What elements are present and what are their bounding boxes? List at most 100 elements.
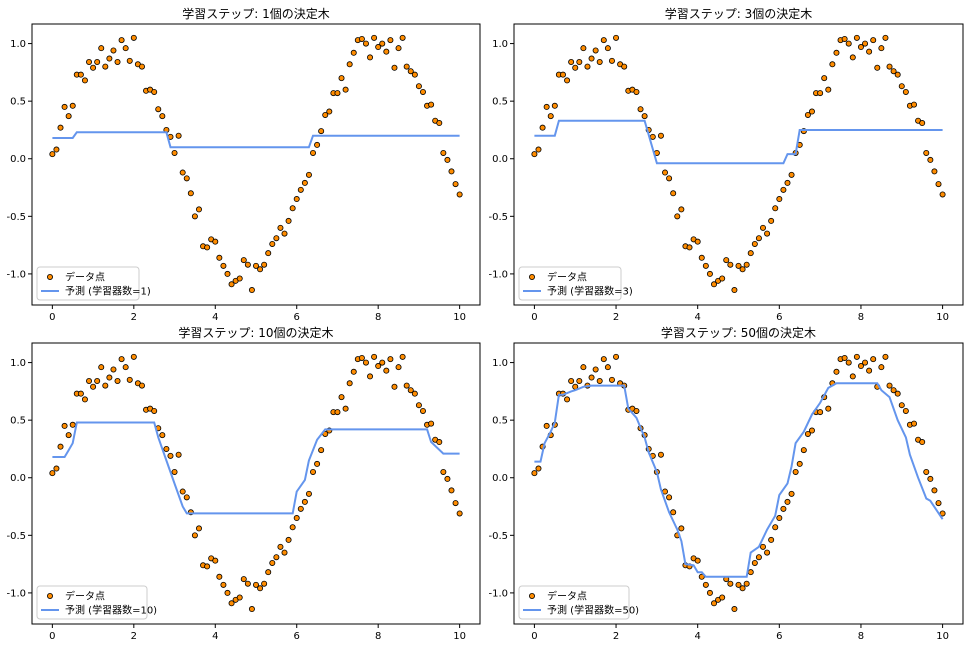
data-point [383, 48, 390, 55]
y-tick-label: 0.0 [492, 154, 508, 165]
data-point [293, 515, 300, 522]
data-point [391, 64, 398, 71]
data-point [204, 563, 211, 570]
data-point [98, 45, 105, 52]
data-point [698, 254, 705, 261]
x-tick-label: 0 [531, 631, 537, 642]
data-point [346, 61, 353, 68]
plot-area: 0 2 4 6 8 10 -1.0 -0.5 0.0 0.5 1.0 [488, 342, 964, 642]
data-point [735, 262, 742, 269]
data-point [297, 505, 304, 512]
data-point [399, 34, 406, 41]
legend-label-scatter: データ点 [547, 590, 587, 603]
x-tick-label: 10 [453, 312, 466, 323]
data-point [719, 275, 726, 282]
data-point [772, 205, 779, 212]
x-tick-label: 6 [776, 631, 782, 642]
data-point [666, 494, 673, 501]
data-point [342, 86, 349, 93]
data-point [318, 128, 325, 135]
data-point [600, 37, 607, 44]
legend-label-line: 予測 (学習器数=3) [547, 285, 633, 298]
data-point [216, 573, 223, 580]
data-point [576, 378, 583, 385]
data-point [706, 589, 713, 596]
data-point [694, 238, 701, 245]
data-point [894, 71, 901, 78]
legend-marker-scatter [47, 273, 54, 280]
data-point [228, 600, 235, 607]
data-point [171, 468, 178, 475]
data-point [399, 353, 406, 360]
data-point [375, 363, 382, 370]
data-point [49, 151, 56, 158]
data-point [739, 585, 746, 592]
data-point [711, 281, 718, 288]
data-point [759, 224, 766, 231]
data-point [698, 573, 705, 580]
data-point [90, 64, 97, 71]
data-point [804, 430, 811, 437]
data-point [755, 235, 762, 242]
y-tick-label: 1.0 [10, 358, 26, 369]
data-point [592, 47, 599, 54]
data-point [448, 168, 455, 175]
data-point [800, 447, 807, 454]
data-point [886, 382, 893, 389]
data-point [118, 356, 125, 363]
data-point [862, 359, 869, 366]
data-point [114, 59, 121, 66]
data-point [576, 59, 583, 66]
data-point [269, 240, 276, 247]
prediction-line [534, 119, 943, 165]
data-point [379, 40, 386, 47]
data-point [257, 266, 264, 273]
data-point [289, 524, 296, 531]
legend-box [36, 266, 140, 301]
data-point [878, 45, 885, 52]
data-point [228, 281, 235, 288]
legend-box [518, 266, 622, 301]
data-point [649, 133, 656, 140]
data-point [159, 113, 166, 120]
data-point [155, 106, 162, 113]
subplot-10-trees: 学習ステップ: 10個の決定木 0 2 4 6 8 10 -1.0 -0.5 0.0 0.5 1.0… [6, 325, 481, 642]
data-point [252, 262, 259, 269]
data-point [224, 589, 231, 596]
data-point [395, 364, 402, 371]
data-point [927, 475, 934, 482]
x-tick-label: 4 [694, 631, 700, 642]
data-point [898, 83, 905, 90]
data-point [923, 149, 930, 156]
data-point [894, 390, 901, 397]
data-point [367, 373, 374, 380]
data-point [853, 353, 860, 360]
data-point [841, 354, 848, 361]
data-point [452, 181, 459, 188]
legend-marker-scatter [529, 273, 536, 280]
data-point [90, 383, 97, 390]
data-point [531, 151, 538, 158]
data-point [776, 196, 783, 203]
y-tick-label: 1.0 [492, 39, 508, 50]
data-point [829, 61, 836, 68]
plot-area: 0 2 4 6 8 10 -1.0 -0.5 0.0 0.5 1.0 [6, 342, 481, 642]
data-point [596, 378, 603, 385]
data-point [428, 420, 435, 427]
data-point [224, 270, 231, 277]
data-point [419, 407, 426, 414]
data-point [375, 44, 382, 51]
prediction-line [52, 131, 460, 149]
data-point [919, 120, 926, 127]
data-point [874, 64, 881, 71]
data-point [179, 488, 186, 495]
data-point [564, 396, 571, 403]
data-point [547, 113, 554, 120]
data-point [841, 35, 848, 42]
data-point [236, 594, 243, 601]
data-point [94, 59, 101, 66]
data-point [248, 606, 255, 613]
data-point [727, 261, 734, 268]
data-point [367, 54, 374, 61]
x-tick-label: 0 [531, 312, 537, 323]
